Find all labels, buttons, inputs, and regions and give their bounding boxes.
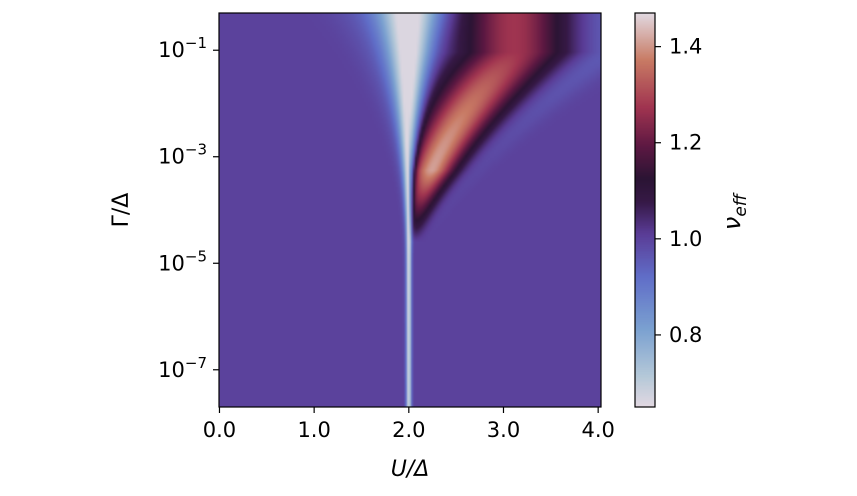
- colorbar-image: [635, 13, 655, 407]
- x-tick-label: 0.0: [203, 418, 236, 442]
- plot-frame: [218, 12, 602, 408]
- x-tick-label: 4.0: [581, 418, 614, 442]
- colorbar-tick-label: 1.2: [669, 131, 702, 155]
- x-tick-label: 2.0: [392, 418, 425, 442]
- x-axis-label: U/Δ: [391, 457, 430, 482]
- y-tick-label-exp: −3: [185, 141, 207, 159]
- colorbar-tick-label: 0.8: [669, 323, 702, 347]
- x-tick-label: 1.0: [297, 418, 330, 442]
- x-axis: 0.0 1.0 2.0 3.0 4.0: [203, 407, 615, 442]
- colorbar-label-sub: eff: [731, 192, 751, 216]
- colorbar-label: νeff: [718, 192, 751, 230]
- y-axis-label: Γ/Δ: [109, 193, 134, 228]
- heatmap-image: [219, 13, 601, 407]
- colorbar-axis: 0.8 1.0 1.2 1.4: [655, 35, 702, 347]
- colorbar-label-base: ν: [718, 217, 746, 230]
- y-tick-label-base: 10: [158, 251, 185, 275]
- colorbar-tick-label: 1.4: [669, 35, 702, 59]
- y-tick-label: 10−7: [158, 354, 207, 382]
- y-tick-label-base: 10: [158, 358, 185, 382]
- colorbar-frame: [634, 12, 656, 408]
- y-tick-label-exp: −1: [185, 34, 207, 52]
- x-tick-label: 3.0: [487, 418, 520, 442]
- colorbar-tick-label: 1.0: [669, 227, 702, 251]
- y-tick-label-exp: −7: [185, 354, 207, 372]
- y-tick-label-exp: −5: [185, 247, 207, 265]
- y-tick-label: 10−3: [158, 141, 207, 169]
- y-tick-label: 10−1: [158, 34, 207, 62]
- y-axis: 10−110−310−510−7: [158, 34, 219, 382]
- y-tick-label-base: 10: [158, 38, 185, 62]
- y-tick-label: 10−5: [158, 247, 207, 275]
- y-tick-label-base: 10: [158, 145, 185, 169]
